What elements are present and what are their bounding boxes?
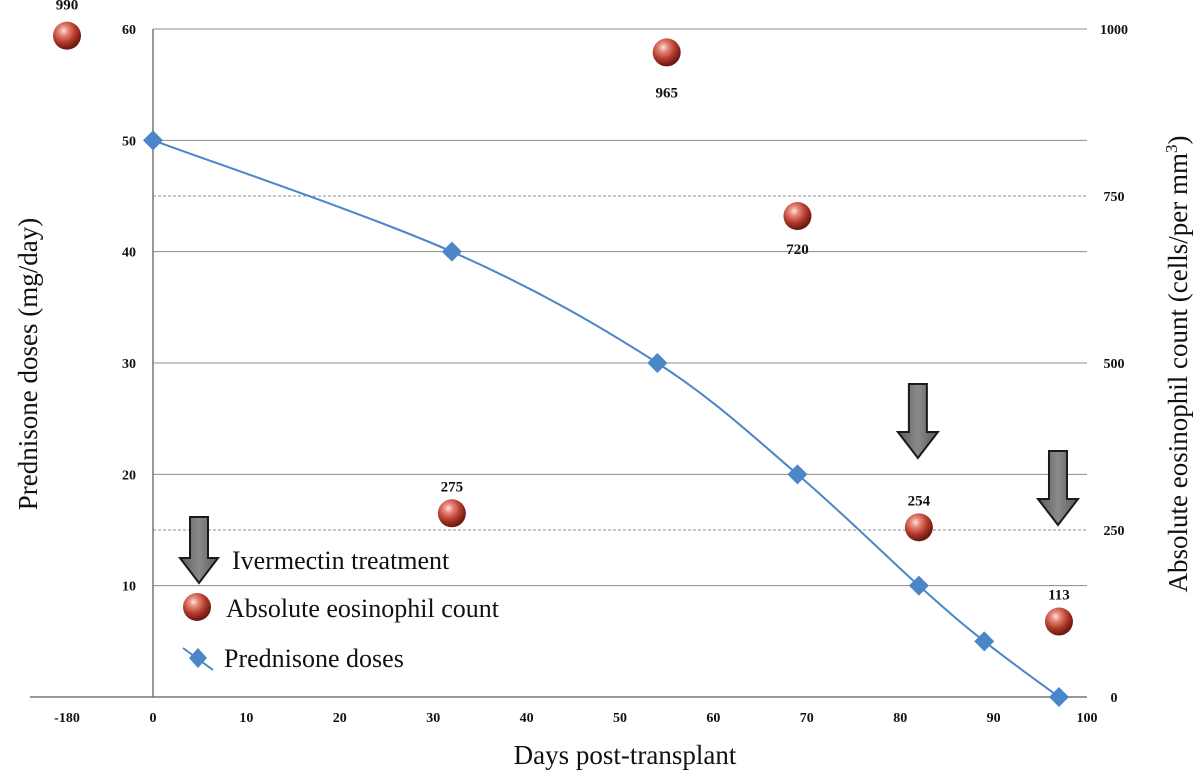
x-tick-label: 30 (426, 711, 440, 726)
eosinophil-data-label: 254 (908, 493, 931, 509)
legend: Ivermectin treatment Absolute eosinophil… (177, 516, 500, 673)
x-axis-title: Days post-transplant (514, 740, 737, 770)
y-tick-label: 30 (122, 357, 136, 372)
eosinophil-point (652, 38, 681, 67)
ivermectin-arrow-icon (895, 383, 940, 460)
prednisone-line (152, 139, 1060, 698)
y2-tick-label: 250 (1104, 524, 1125, 539)
x-tick-label: 70 (800, 711, 814, 726)
x-tick-label: 90 (987, 711, 1001, 726)
ticks-layer: -180 0 10 20 30 40 50 60 70 80 90 100 10 20 30 40 50 60 0 2… (54, 23, 1128, 726)
y2-tick-label: 1000 (1100, 23, 1128, 38)
treatment-arrows (895, 383, 1081, 527)
x-tick-label: 80 (893, 711, 907, 726)
y2-tick-label: 0 (1111, 691, 1118, 706)
legend-diamond-icon (182, 647, 214, 671)
prednisone-point (143, 130, 163, 151)
prednisone-point (1048, 687, 1069, 707)
x-tick-label: 100 (1077, 711, 1098, 726)
legend-label-eosinophil: Absolute eosinophil count (226, 594, 500, 623)
grid-layer (153, 28, 1087, 587)
y-tick-label: 40 (122, 246, 136, 261)
legend-arrow-icon (177, 516, 221, 585)
y2-tick-label: 500 (1104, 357, 1125, 372)
x-tick-label: 20 (333, 711, 347, 726)
x-tick-label: 40 (520, 711, 534, 726)
eosinophil-point (437, 499, 466, 528)
y2-axis-title-main: Absolute eosinophil count (cells/per mm (1163, 153, 1193, 592)
eosinophil-point (53, 21, 81, 50)
prednisone-series (143, 130, 1069, 707)
prednisone-point (974, 631, 995, 652)
eosinophil-series: 990 275 965 720 254 113 (53, 0, 1073, 636)
y-axis-title: Prednisone doses (mg/day) (13, 218, 43, 510)
ivermectin-arrow-icon (1035, 450, 1081, 527)
prednisone-point (441, 241, 462, 262)
y2-axis-title-end: ) (1163, 136, 1193, 145)
x-tick-label: 50 (613, 711, 627, 726)
y2-axis-title: Absolute eosinophil count (cells/per mm3… (1162, 136, 1193, 593)
x-tick-label: 60 (706, 711, 720, 726)
legend-label-prednisone: Prednisone doses (224, 644, 404, 673)
eosinophil-point (1044, 607, 1073, 636)
eosinophil-point (783, 202, 812, 231)
y-tick-label: 50 (122, 134, 136, 149)
y-tick-label: 20 (122, 468, 136, 483)
eosinophil-data-label: 990 (56, 0, 79, 14)
legend-label-ivermectin: Ivermectin treatment (232, 546, 450, 575)
eosinophil-point (904, 513, 933, 542)
eosinophil-data-label: 965 (655, 85, 678, 101)
eosinophil-data-label: 275 (441, 479, 464, 495)
y2-tick-label: 750 (1104, 190, 1125, 205)
y-tick-label: 10 (122, 580, 136, 595)
eosinophil-data-label: 113 (1048, 588, 1070, 604)
prednisone-point (647, 353, 668, 373)
x-tick-label: 10 (239, 711, 253, 726)
x-tick-label: 0 (150, 711, 157, 726)
y-tick-label: 60 (122, 23, 136, 38)
prednisone-point (787, 464, 808, 485)
eosinophil-data-label: 720 (786, 242, 809, 258)
x-tick-label: -180 (54, 711, 80, 726)
legend-sphere-icon (183, 593, 211, 621)
prednisone-point (908, 575, 929, 596)
y2-axis-title-sup: 3 (1162, 145, 1181, 154)
